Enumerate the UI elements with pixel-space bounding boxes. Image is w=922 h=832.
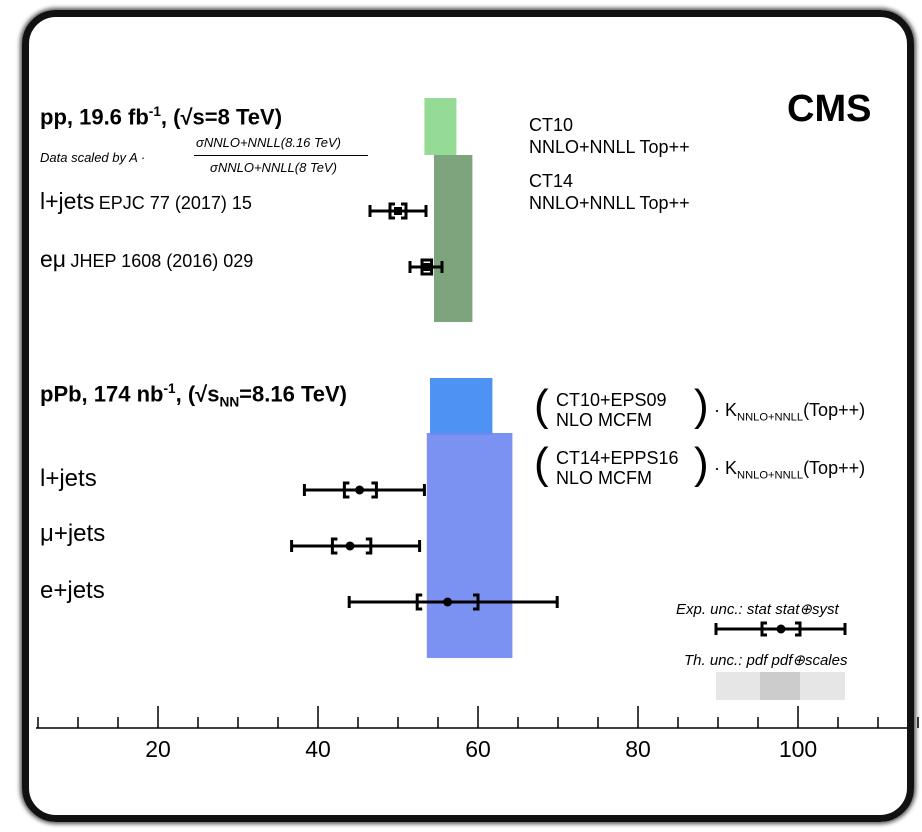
ppb-title-sup: -1 <box>163 381 176 396</box>
legend-exp-label: Exp. unc.: stat stat⊕syst <box>676 601 839 618</box>
scaling-fraction-bar <box>194 155 368 156</box>
stat-bracket <box>401 202 408 220</box>
paren-left: ( <box>534 381 549 430</box>
ppb-title: pPb, 174 nb-1, (√sNN=8.16 TeV) <box>40 381 347 410</box>
stat-bracket <box>330 537 338 555</box>
data-point <box>443 597 453 607</box>
scaling-numerator: σNNLO+NNLL(8.16 TeV) <box>196 135 342 150</box>
theory-line: NNLO+NNLL Top++ <box>529 193 690 213</box>
data-point <box>422 263 431 271</box>
data-point <box>355 485 365 495</box>
ppb-theory-label-ct14: ( CT14+EPPS16 NLO MCFM ) · KNNLO+NNLL(To… <box>534 442 865 489</box>
pp-title-sup: -1 <box>148 104 161 119</box>
pp-theory-label-ct14: CT14 NNLO+NNLL Top++ <box>529 170 690 214</box>
k-subscript: NNLO+NNLL <box>737 469 804 482</box>
paren-right: ) <box>694 439 709 488</box>
legend-stat-bracket <box>760 621 767 637</box>
theory-line: CT10 <box>529 115 574 135</box>
channel-label: l+jets <box>40 188 95 214</box>
ppb-row-ejets: e+jets <box>40 577 105 604</box>
x-tick-label: 80 <box>625 736 651 762</box>
stat-bracket <box>426 258 434 276</box>
theory-band <box>424 98 457 155</box>
k-source: (Top++) <box>803 400 866 420</box>
stat-bracket <box>371 481 378 499</box>
legend-point <box>776 624 786 634</box>
paren-right: ) <box>694 381 709 430</box>
theory-line: CT10+EPS09 <box>556 390 667 410</box>
reference-label: EPJC 77 (2017) 15 <box>98 193 252 213</box>
theory-band <box>434 155 473 322</box>
stat-bracket <box>415 593 423 611</box>
ppb-row-mujets: μ+jets <box>40 520 106 547</box>
x-tick-label: 40 <box>305 736 331 762</box>
stat-bracket <box>420 258 427 276</box>
k-symbol: · K <box>714 400 738 420</box>
ppb-title-rest-a: , (√s <box>175 381 220 407</box>
theory-band <box>430 378 493 435</box>
stat-bracket <box>365 537 373 555</box>
theory-line: CT14 <box>529 171 574 191</box>
scaling-denominator: σNNLO+NNLL(8 TeV) <box>210 160 337 175</box>
k-factor: · KNNLO+NNLL(Top++) <box>714 400 865 424</box>
stat-bracket <box>473 593 480 611</box>
legend-th-label: Th. unc.: pdf pdf⊕scales <box>684 652 848 669</box>
pp-row-emu: eμ JHEP 1608 (2016) 029 <box>40 246 253 273</box>
ppb-title-main: pPb, 174 nb <box>40 381 164 407</box>
ppb-theory-label-ct10: ( CT10+EPS09 NLO MCFM ) · KNNLO+NNLL(Top… <box>534 384 865 431</box>
x-tick-label: 60 <box>465 736 491 762</box>
scaling-label: Data scaled by A · <box>40 150 146 165</box>
theory-band <box>426 433 513 658</box>
stat-bracket <box>342 481 350 499</box>
pp-title-main: pp, 19.6 fb <box>40 104 149 130</box>
k-symbol: · K <box>714 458 738 478</box>
k-subscript: NNLO+NNLL <box>737 411 804 424</box>
stat-bracket <box>388 202 395 220</box>
x-tick-label: 20 <box>145 736 171 762</box>
k-factor: · KNNLO+NNLL(Top++) <box>714 458 865 482</box>
theory-line: CT14+EPPS16 <box>556 448 679 468</box>
channel-label: eμ <box>40 246 67 272</box>
k-source: (Top++) <box>803 458 866 478</box>
data-point <box>394 207 402 215</box>
pp-title: pp, 19.6 fb-1, (√s=8 TeV) <box>40 104 282 130</box>
legend-stat-bracket <box>795 621 802 637</box>
theory-line: NNLO+NNLL Top++ <box>529 137 690 157</box>
outer-frame <box>22 10 914 822</box>
x-tick-label: 100 <box>779 736 817 762</box>
pp-row-ljets: l+jets EPJC 77 (2017) 15 <box>40 188 252 215</box>
pp-theory-label-ct10: CT10 NNLO+NNLL Top++ <box>529 114 690 158</box>
theory-line: NLO MCFM <box>556 410 652 430</box>
pp-title-rest: , (√s=8 TeV) <box>160 104 283 130</box>
ppb-row-ljets: l+jets <box>40 465 97 492</box>
data-point <box>345 541 355 551</box>
theory-line: NLO MCFM <box>556 468 652 488</box>
experiment-label: CMS <box>787 88 872 130</box>
ppb-title-rest-b: =8.16 TeV) <box>239 381 347 407</box>
paren-left: ( <box>534 439 549 488</box>
reference-label: JHEP 1608 (2016) 029 <box>70 251 254 271</box>
legend-pdf-band <box>760 672 800 700</box>
ppb-title-sub: NN <box>219 394 240 410</box>
